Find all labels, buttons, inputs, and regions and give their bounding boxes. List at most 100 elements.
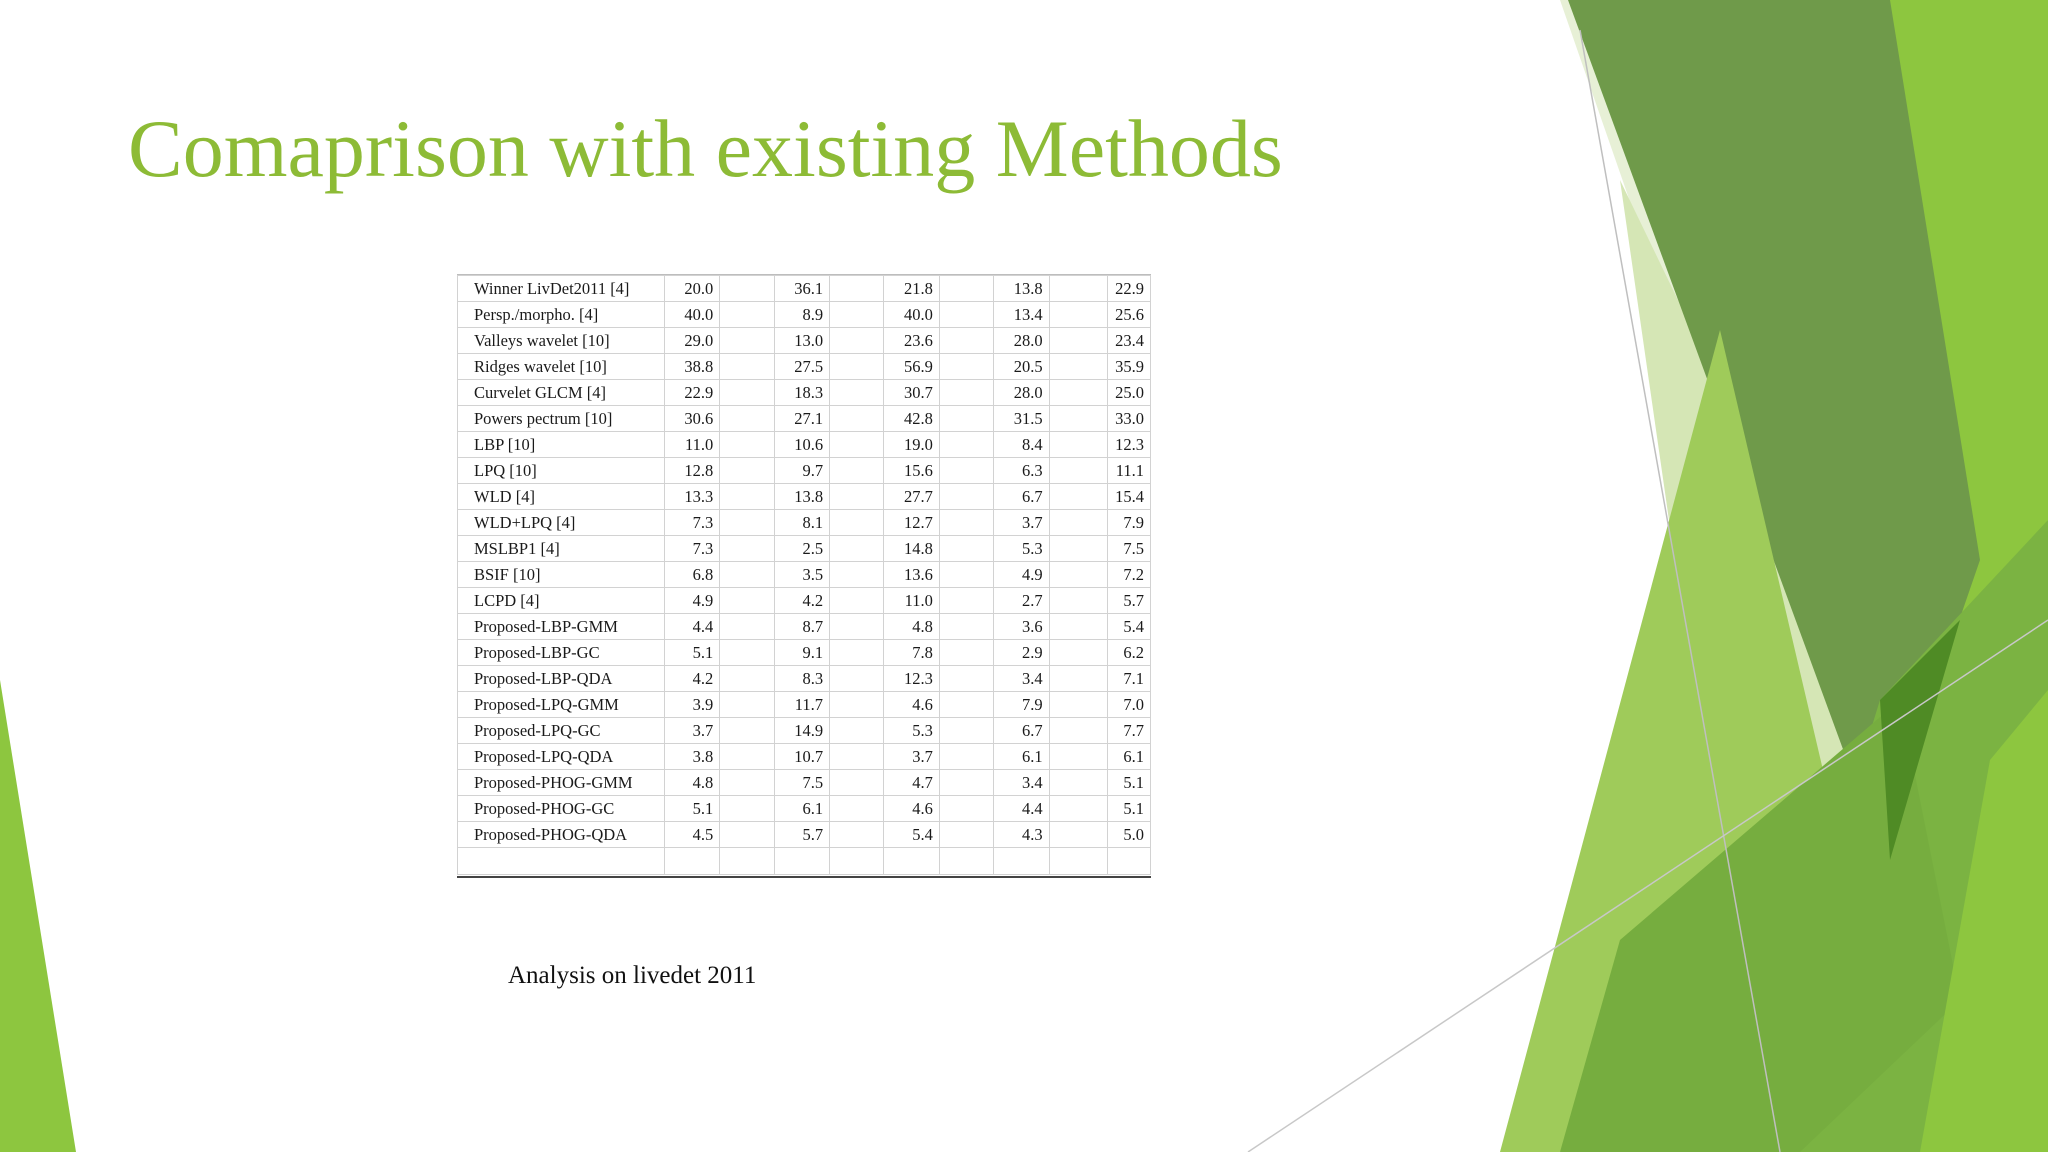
spacer-cell	[1048, 691, 1109, 718]
value-cell: 4.8	[883, 613, 940, 640]
spacer-cell	[829, 457, 885, 484]
value-cell: 4.7	[883, 769, 940, 796]
value-cell: 22.9	[1107, 275, 1151, 302]
value-cell: 7.3	[663, 509, 721, 536]
spacer-cell	[719, 535, 775, 562]
method-cell: Proposed-LBP-QDA	[457, 665, 665, 692]
spacer-cell	[1048, 405, 1109, 432]
value-cell: 7.1	[1107, 665, 1151, 692]
spacer-cell	[829, 353, 885, 380]
value-cell: 3.4	[993, 665, 1050, 692]
spacer-cell	[829, 795, 885, 822]
spacer-cell	[938, 587, 995, 614]
table-row-empty	[457, 847, 1151, 875]
value-cell: 36.1	[773, 275, 831, 302]
value-cell: 6.7	[993, 717, 1050, 744]
value-cell: 4.3	[993, 821, 1050, 848]
value-cell: 6.7	[993, 483, 1050, 510]
value-cell: 42.8	[883, 405, 940, 432]
value-cell: 4.2	[663, 665, 721, 692]
value-cell: 35.9	[1107, 353, 1151, 380]
value-cell: 7.3	[663, 535, 721, 562]
value-cell: 4.2	[773, 587, 831, 614]
method-cell: Ridges wavelet [10]	[457, 353, 665, 380]
value-cell: 6.3	[993, 457, 1050, 484]
value-cell: 4.4	[993, 795, 1050, 822]
value-cell: 11.0	[663, 431, 721, 458]
spacer-cell	[938, 769, 995, 796]
method-cell: LBP [10]	[457, 431, 665, 458]
spacer-cell	[938, 561, 995, 588]
value-cell: 2.9	[993, 639, 1050, 666]
table-row: Proposed-LPQ-GC 3.7 14.9 5.3 6.7 7.7	[457, 717, 1151, 744]
spacer-cell	[938, 431, 995, 458]
value-cell: 3.7	[883, 743, 940, 770]
right-facet-dark-2	[1880, 620, 1960, 860]
table-row: LPQ [10] 12.8 9.7 15.6 6.3 11.1	[457, 457, 1151, 484]
value-cell: 10.7	[773, 743, 831, 770]
method-cell: Proposed-LPQ-GMM	[457, 691, 665, 718]
spacer-cell	[829, 639, 885, 666]
spacer-cell	[829, 821, 885, 848]
spacer-cell	[938, 821, 995, 848]
table-row: MSLBP1 [4] 7.3 2.5 14.8 5.3 7.5	[457, 535, 1151, 562]
spacer-cell	[719, 405, 775, 432]
method-cell: Proposed-LBP-GC	[457, 639, 665, 666]
spacer-cell	[829, 483, 885, 510]
value-cell: 7.8	[883, 639, 940, 666]
spacer-cell	[1048, 457, 1109, 484]
spacer-cell	[1048, 301, 1109, 328]
value-cell: 5.4	[883, 821, 940, 848]
table-row: Ridges wavelet [10] 38.8 27.5 56.9 20.5 35.9	[457, 353, 1151, 380]
spacer-cell	[1048, 821, 1109, 848]
value-cell: 40.0	[883, 301, 940, 328]
method-cell: Persp./morpho. [4]	[457, 301, 665, 328]
spacer-cell	[938, 717, 995, 744]
method-cell: Proposed-PHOG-GC	[457, 795, 665, 822]
right-facet-green-4	[1560, 700, 1960, 1152]
value-cell: 25.6	[1107, 301, 1151, 328]
value-cell: 13.3	[663, 483, 721, 510]
spacer-cell	[938, 795, 995, 822]
value-cell: 5.1	[1107, 769, 1151, 796]
value-cell: 13.6	[883, 561, 940, 588]
empty-cell	[457, 847, 665, 875]
slide-caption: Analysis on livedet 2011	[508, 962, 757, 989]
spacer-cell	[938, 327, 995, 354]
spacer-cell	[938, 405, 995, 432]
table-row: Proposed-LBP-GC 5.1 9.1 7.8 2.9 6.2	[457, 639, 1151, 666]
right-facet-green-5	[1920, 690, 2048, 1152]
value-cell: 5.7	[773, 821, 831, 848]
spacer-cell	[829, 587, 885, 614]
method-cell: LCPD [4]	[457, 587, 665, 614]
value-cell: 18.3	[773, 379, 831, 406]
spacer-cell	[938, 613, 995, 640]
value-cell: 12.3	[1107, 431, 1151, 458]
value-cell: 9.7	[773, 457, 831, 484]
spacer-cell	[829, 535, 885, 562]
table-row: LCPD [4] 4.9 4.2 11.0 2.7 5.7	[457, 587, 1151, 614]
spacer-cell	[719, 743, 775, 770]
spacer-cell	[719, 431, 775, 458]
spacer-cell	[1048, 587, 1109, 614]
spacer-cell	[1048, 561, 1109, 588]
value-cell: 8.9	[773, 301, 831, 328]
value-cell: 3.7	[663, 717, 721, 744]
spacer-cell	[829, 327, 885, 354]
value-cell: 33.0	[1107, 405, 1151, 432]
method-cell: WLD [4]	[457, 483, 665, 510]
spacer-cell	[938, 743, 995, 770]
value-cell: 21.8	[883, 275, 940, 302]
empty-cell	[1048, 847, 1109, 875]
method-cell: Curvelet GLCM [4]	[457, 379, 665, 406]
spacer-cell	[829, 379, 885, 406]
spacer-cell	[829, 769, 885, 796]
value-cell: 4.9	[663, 587, 721, 614]
value-cell: 5.0	[1107, 821, 1151, 848]
table-row: Proposed-PHOG-QDA 4.5 5.7 5.4 4.3 5.0	[457, 821, 1151, 848]
spacer-cell	[938, 665, 995, 692]
spacer-cell	[719, 353, 775, 380]
value-cell: 5.3	[883, 717, 940, 744]
value-cell: 11.1	[1107, 457, 1151, 484]
value-cell: 20.5	[993, 353, 1050, 380]
